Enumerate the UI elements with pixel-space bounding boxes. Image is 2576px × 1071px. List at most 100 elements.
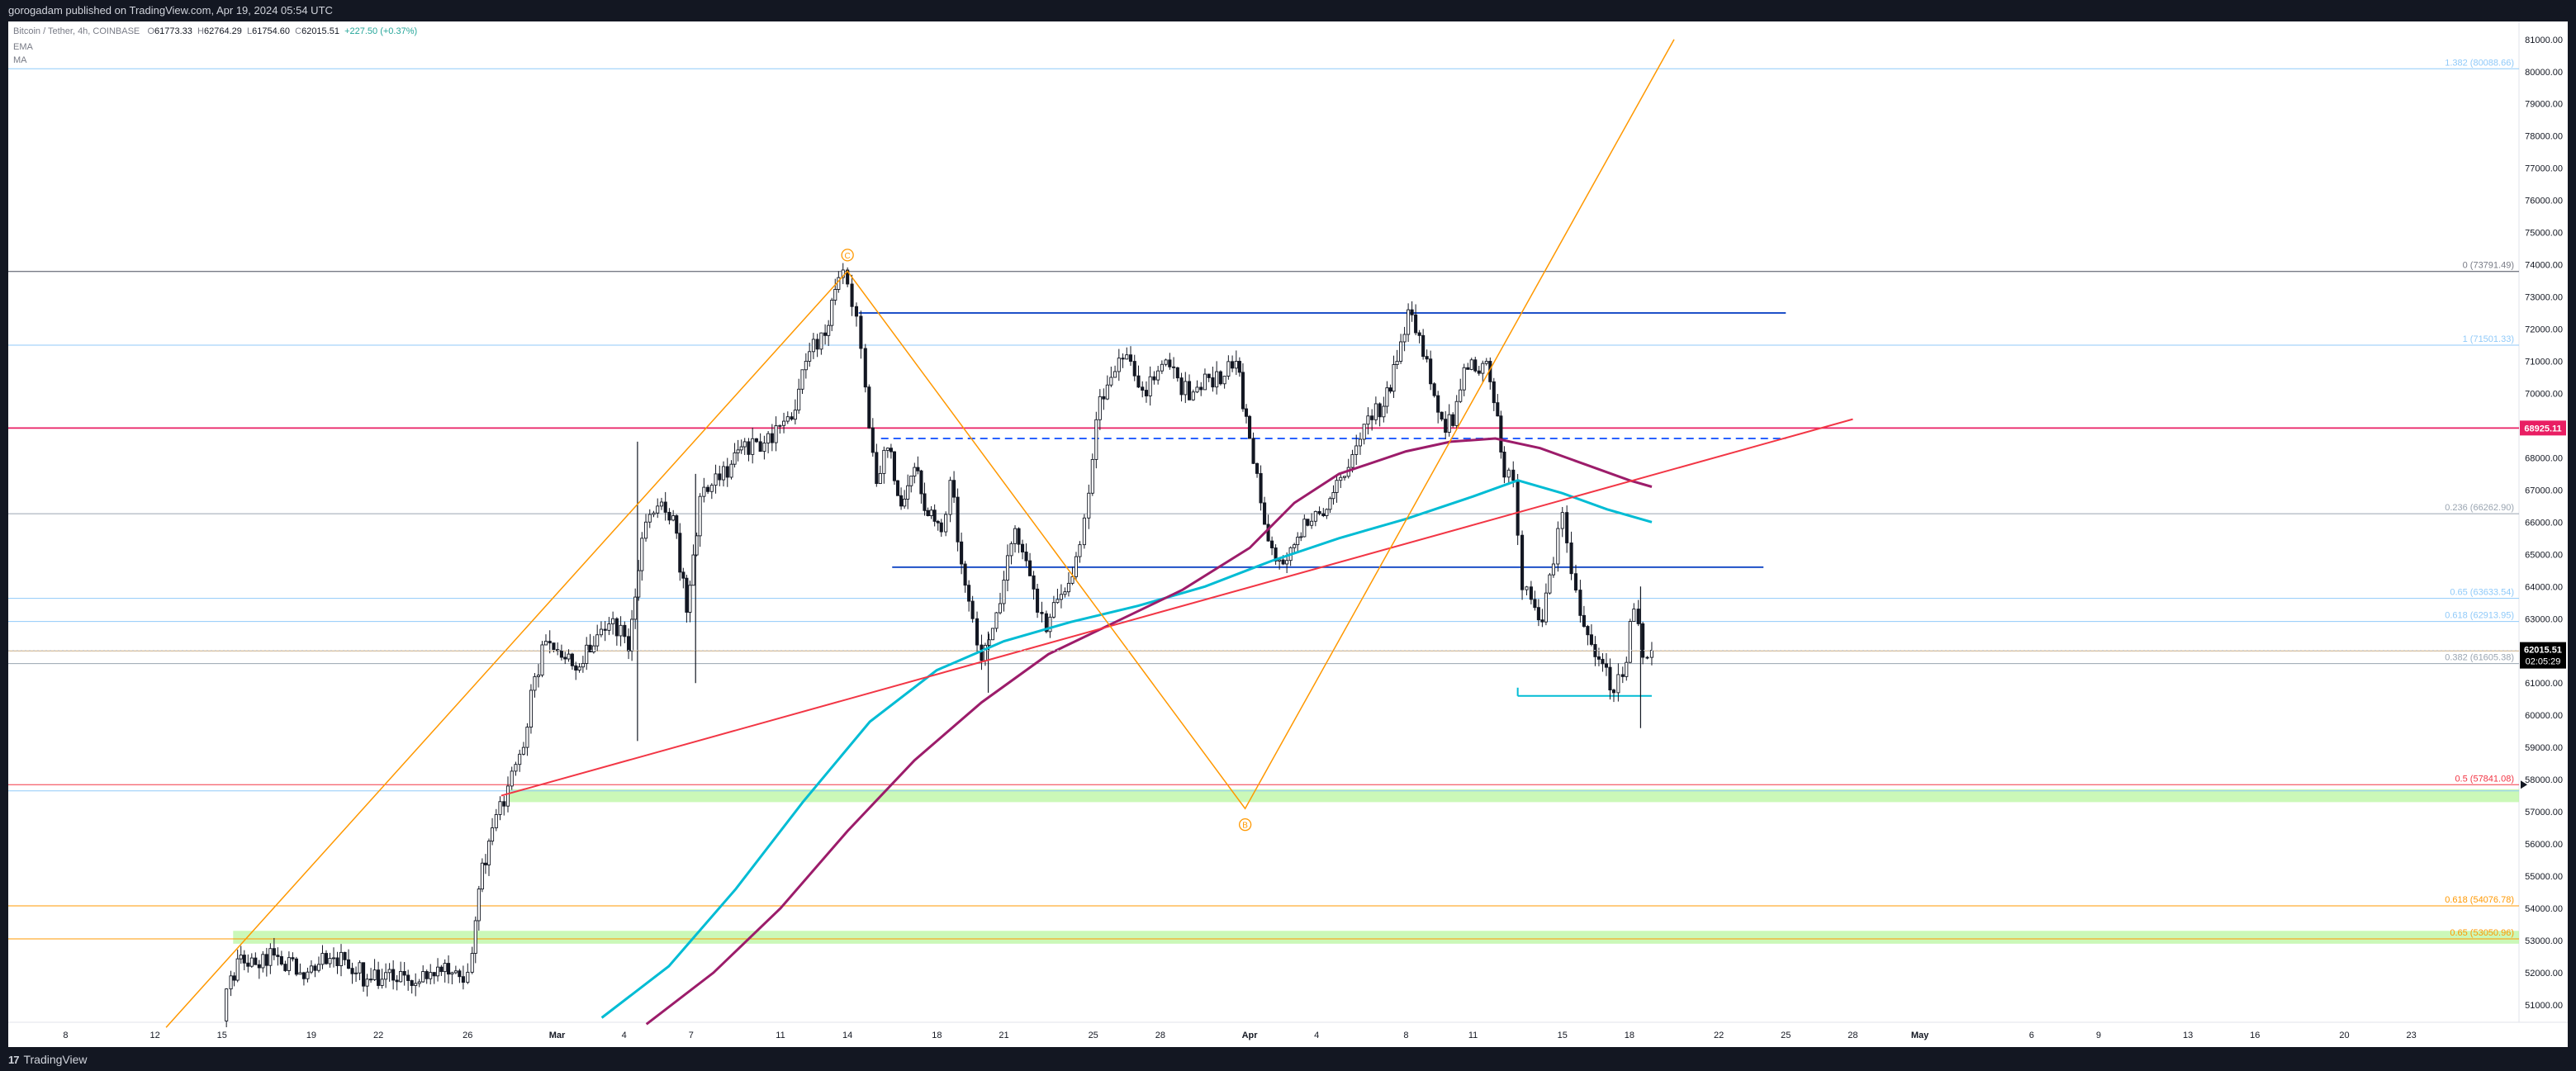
candle-body: [785, 416, 790, 422]
candle-body: [1237, 361, 1241, 373]
legend-indicator-ma[interactable]: MA: [13, 55, 27, 65]
y-tick-label: 54000.00: [2525, 904, 2563, 914]
candle-body: [1447, 414, 1451, 433]
candle-body: [1299, 536, 1303, 538]
candle-body: [895, 480, 900, 496]
candle-body: [1608, 666, 1612, 691]
y-tick-label: 70000.00: [2525, 389, 2563, 399]
x-tick-label: 6: [2029, 1031, 2034, 1040]
price-chart[interactable]: 51000.00 52000.00 53000.00 54000.00 55000.00…: [8, 21, 2568, 1047]
x-tick-label: 23: [2407, 1031, 2417, 1040]
candle-body: [1215, 371, 1219, 388]
candle-body: [630, 618, 634, 652]
candle-body: [502, 801, 506, 807]
candle-body: [1616, 674, 1620, 694]
legend-symbol[interactable]: Bitcoin / Tether, 4h, COINBASE: [13, 26, 140, 36]
candle-body: [656, 505, 660, 514]
candle-body: [830, 300, 834, 326]
candle-body: [913, 467, 917, 476]
candle-body: [1191, 391, 1195, 400]
candle-body: [681, 571, 686, 579]
candle-body: [494, 814, 498, 829]
candle-body: [967, 585, 971, 602]
candle-body: [261, 954, 265, 969]
candle-body: [1370, 415, 1374, 420]
candle-body: [470, 953, 474, 973]
candle-body: [698, 495, 702, 537]
candle-body: [960, 541, 964, 565]
candle-body: [249, 957, 254, 967]
candle-body: [1496, 402, 1500, 417]
candle-body: [1604, 663, 1608, 668]
candle-body: [294, 958, 298, 975]
candle-body: [1231, 361, 1235, 369]
candle-body: [970, 600, 975, 619]
candle-body: [1414, 314, 1418, 334]
candle-body: [1540, 619, 1544, 623]
x-tick-label: 13: [2183, 1031, 2193, 1040]
candle-body: [952, 480, 956, 498]
candle-body: [1451, 414, 1455, 426]
candle-body: [505, 785, 510, 807]
candle-body: [306, 971, 310, 979]
fib-level-label: 0.618 (54076.78): [2445, 895, 2514, 905]
x-tick-label: 8: [1403, 1031, 1408, 1040]
candle-body: [1102, 396, 1106, 400]
candle-body: [1649, 650, 1653, 658]
candle-body: [574, 665, 578, 671]
candle-body: [751, 438, 755, 455]
candle-body: [1164, 359, 1168, 365]
candle-body: [721, 466, 726, 481]
y-tick-label: 65000.00: [2525, 550, 2563, 560]
candle-body: [1382, 405, 1386, 418]
candle-body: [309, 965, 314, 973]
tradingview-logo[interactable]: 17 TradingView: [8, 1053, 88, 1066]
x-tick-label: 11: [776, 1031, 785, 1040]
candle-body: [782, 420, 786, 426]
x-tick-label: 21: [999, 1031, 1008, 1040]
candle-body: [1306, 519, 1310, 526]
candle-body: [1082, 517, 1086, 546]
candle-body: [1203, 373, 1207, 391]
candle-body: [736, 449, 740, 453]
y-tick-label: 71000.00: [2525, 357, 2563, 367]
candle-body: [1168, 359, 1172, 367]
candle-body: [425, 971, 429, 979]
legend-high-label: H: [197, 26, 204, 36]
candle-body: [1074, 556, 1079, 577]
candle-body: [1533, 599, 1537, 609]
y-tick-label: 79000.00: [2525, 100, 2563, 110]
candle-body: [885, 448, 890, 451]
candle-body: [990, 628, 995, 641]
candle-body: [242, 955, 246, 964]
tradingview-brand: TradingView: [23, 1053, 88, 1066]
candle-body: [1551, 563, 1555, 576]
candle-body: [264, 954, 268, 966]
candle-body: [1321, 513, 1326, 517]
candle-body: [1339, 476, 1343, 481]
fib-level-label: 1.382 (80088.66): [2445, 58, 2514, 68]
candle-body: [257, 964, 261, 969]
candle-body: [1544, 592, 1548, 623]
candle-body: [384, 972, 388, 980]
candle-body: [1499, 415, 1503, 453]
candle-body: [903, 499, 907, 507]
candle-body: [859, 315, 863, 349]
candle-body: [1024, 552, 1028, 562]
candle-body: [1184, 381, 1188, 396]
y-tick-label: 53000.00: [2525, 936, 2563, 946]
candle-body: [1589, 634, 1593, 645]
candle-body: [1506, 469, 1511, 478]
legend-indicator-ema[interactable]: EMA: [13, 42, 33, 52]
candle-body: [1477, 370, 1481, 374]
candle-body: [1366, 415, 1370, 425]
candle-body: [663, 501, 667, 513]
candle-body: [1645, 656, 1649, 659]
candle-body: [994, 612, 999, 629]
candle-body: [725, 466, 729, 478]
candle-body: [1358, 438, 1362, 447]
y-tick-label: 52000.00: [2525, 969, 2563, 979]
candle-body: [1002, 580, 1006, 604]
candle-body: [747, 441, 751, 455]
candle-body: [591, 645, 595, 652]
